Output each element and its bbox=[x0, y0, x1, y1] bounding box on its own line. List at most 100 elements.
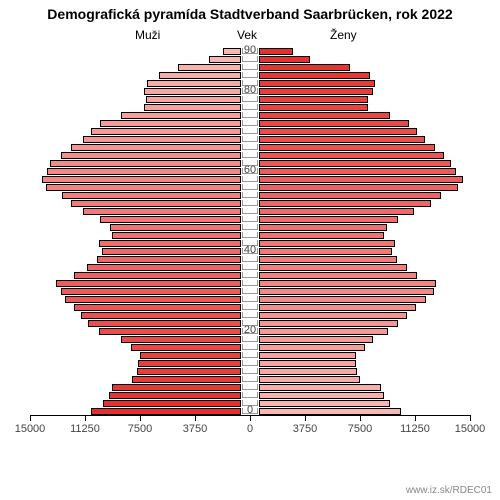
x-axis-label: 3750 bbox=[170, 423, 220, 435]
female-bar bbox=[259, 240, 395, 247]
female-bar bbox=[259, 272, 417, 279]
age-tickbox bbox=[242, 296, 258, 302]
age-tickbox bbox=[242, 56, 258, 62]
x-axis-label: 15000 bbox=[445, 423, 495, 435]
age-tickbox bbox=[242, 368, 258, 374]
female-bar bbox=[259, 128, 417, 135]
x-axis-label: 0 bbox=[225, 423, 275, 435]
female-bar bbox=[259, 96, 368, 103]
female-bar bbox=[259, 176, 463, 183]
age-tickbox bbox=[242, 288, 258, 294]
female-bar bbox=[259, 192, 441, 199]
age-tickbox bbox=[242, 304, 258, 310]
male-bar bbox=[121, 336, 241, 343]
female-bar bbox=[259, 208, 414, 215]
male-bar bbox=[209, 56, 241, 63]
x-tick bbox=[305, 415, 306, 421]
male-bar bbox=[102, 248, 241, 255]
male-bar bbox=[65, 296, 241, 303]
female-bar bbox=[259, 136, 425, 143]
male-bar bbox=[74, 304, 241, 311]
female-bar bbox=[259, 352, 356, 359]
female-bar bbox=[259, 224, 387, 231]
age-tickbox bbox=[242, 208, 258, 214]
male-bar bbox=[47, 168, 241, 175]
age-tickbox bbox=[242, 272, 258, 278]
male-bar bbox=[91, 408, 241, 415]
age-tickbox bbox=[242, 72, 258, 78]
female-bar bbox=[259, 328, 388, 335]
age-tickbox bbox=[242, 64, 258, 70]
age-tickbox bbox=[242, 96, 258, 102]
male-bar bbox=[138, 360, 241, 367]
male-bar bbox=[112, 384, 241, 391]
age-tickbox bbox=[242, 176, 258, 182]
x-tick bbox=[30, 415, 31, 421]
female-bar bbox=[259, 336, 373, 343]
male-bar bbox=[50, 160, 241, 167]
age-tickbox bbox=[242, 120, 258, 126]
age-tickbox bbox=[242, 144, 258, 150]
female-bar bbox=[259, 168, 456, 175]
credit-text: www.iz.sk/RDEC01 bbox=[406, 485, 492, 496]
male-bar bbox=[71, 144, 241, 151]
chart-area: 0204060809015000112507500375003750750011… bbox=[30, 45, 470, 445]
male-bar bbox=[88, 320, 241, 327]
male-bar bbox=[99, 240, 241, 247]
female-bar bbox=[259, 312, 407, 319]
male-bar bbox=[99, 328, 241, 335]
female-bar bbox=[259, 56, 310, 63]
male-bar bbox=[87, 264, 241, 271]
female-bar bbox=[259, 104, 368, 111]
male-bar bbox=[132, 376, 241, 383]
female-bar bbox=[259, 408, 401, 415]
age-tickbox bbox=[242, 216, 258, 222]
age-tickbox bbox=[242, 152, 258, 158]
age-tickbox bbox=[242, 336, 258, 342]
male-bar bbox=[42, 176, 241, 183]
male-bar bbox=[178, 64, 241, 71]
male-bar bbox=[61, 152, 241, 159]
male-bar bbox=[223, 48, 241, 55]
x-tick bbox=[250, 415, 251, 421]
age-tickbox bbox=[242, 344, 258, 350]
x-tick bbox=[85, 415, 86, 421]
male-bar bbox=[103, 400, 241, 407]
age-tickbox bbox=[242, 128, 258, 134]
male-bar bbox=[144, 88, 241, 95]
age-tickbox bbox=[242, 376, 258, 382]
female-bar bbox=[259, 72, 370, 79]
male-bar bbox=[100, 216, 241, 223]
age-tickbox bbox=[242, 384, 258, 390]
male-bar bbox=[83, 208, 241, 215]
female-bar bbox=[259, 256, 397, 263]
male-bar bbox=[146, 96, 241, 103]
x-tick bbox=[470, 415, 471, 421]
female-bar bbox=[259, 200, 431, 207]
female-bar bbox=[259, 280, 436, 287]
male-bar bbox=[71, 200, 241, 207]
female-bar bbox=[259, 80, 375, 87]
female-label: Ženy bbox=[330, 28, 357, 42]
x-tick bbox=[195, 415, 196, 421]
female-bar bbox=[259, 232, 384, 239]
male-bar bbox=[110, 224, 241, 231]
male-bar bbox=[56, 280, 241, 287]
male-bar bbox=[140, 352, 241, 359]
male-label: Muži bbox=[135, 28, 160, 42]
age-tickbox bbox=[242, 112, 258, 118]
female-bar bbox=[259, 216, 398, 223]
age-tickbox bbox=[242, 200, 258, 206]
male-bar bbox=[109, 392, 241, 399]
female-bar bbox=[259, 88, 373, 95]
chart-title: Demografická pyramída Stadtverband Saarb… bbox=[0, 6, 500, 22]
x-tick bbox=[360, 415, 361, 421]
age-tickbox bbox=[242, 280, 258, 286]
age-tickbox bbox=[242, 392, 258, 398]
female-bar bbox=[259, 152, 444, 159]
female-bar bbox=[259, 288, 434, 295]
x-tick bbox=[140, 415, 141, 421]
female-bar bbox=[259, 264, 407, 271]
male-bar bbox=[121, 112, 241, 119]
female-bar bbox=[259, 120, 409, 127]
